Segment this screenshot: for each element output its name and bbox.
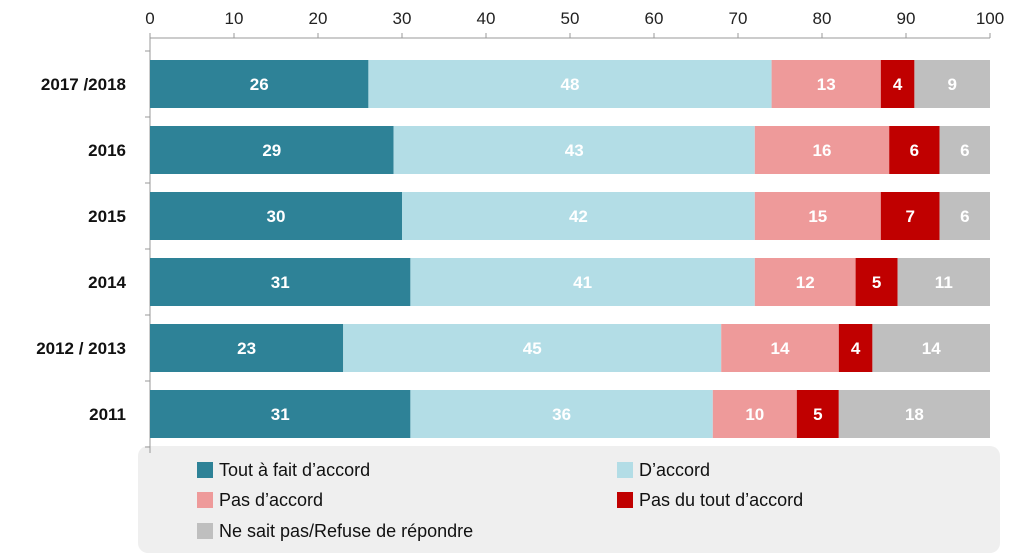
x-tick-label: 40 bbox=[477, 9, 496, 28]
data-label: 31 bbox=[271, 273, 290, 292]
legend-swatch bbox=[617, 492, 633, 508]
bar-segment bbox=[150, 258, 411, 306]
data-label: 10 bbox=[745, 405, 764, 424]
data-label: 6 bbox=[910, 141, 919, 160]
bar-segment bbox=[393, 126, 755, 174]
x-tick-label: 30 bbox=[393, 9, 412, 28]
bar-segment bbox=[838, 390, 990, 438]
data-label: 41 bbox=[573, 273, 592, 292]
bar-segment bbox=[771, 60, 881, 108]
legend-background bbox=[138, 446, 1000, 553]
bar-segment bbox=[410, 390, 713, 438]
data-label: 16 bbox=[813, 141, 832, 160]
bar-segment bbox=[939, 192, 990, 240]
x-tick-label: 100 bbox=[976, 9, 1004, 28]
data-label: 43 bbox=[565, 141, 584, 160]
legend-label: Ne sait pas/Refuse de répondre bbox=[219, 521, 473, 541]
data-label: 30 bbox=[267, 207, 286, 226]
bar-segment bbox=[150, 324, 344, 372]
legend-label: Tout à fait d’accord bbox=[219, 460, 370, 480]
data-label: 4 bbox=[893, 75, 903, 94]
data-label: 48 bbox=[561, 75, 580, 94]
legend-swatch bbox=[617, 462, 633, 478]
data-label: 13 bbox=[817, 75, 836, 94]
data-label: 5 bbox=[813, 405, 822, 424]
bar-segment bbox=[897, 258, 990, 306]
category-label: 2012 / 2013 bbox=[36, 339, 126, 358]
bar-segment bbox=[410, 258, 755, 306]
legend-label: Pas d’accord bbox=[219, 490, 323, 510]
bar-segment bbox=[855, 258, 898, 306]
bar-segment bbox=[150, 192, 402, 240]
data-label: 15 bbox=[808, 207, 827, 226]
legend: Tout à fait d’accord D’accord Pas d’accord… bbox=[197, 460, 803, 541]
x-axis: 0 10 20 30 40 50 60 70 80 90 100 bbox=[145, 9, 1004, 39]
data-label: 31 bbox=[271, 405, 290, 424]
x-tick-label: 50 bbox=[561, 9, 580, 28]
data-label: 9 bbox=[947, 75, 956, 94]
data-label: 4 bbox=[851, 339, 861, 358]
bar-segment bbox=[880, 60, 915, 108]
bar-segment bbox=[754, 192, 881, 240]
x-tick-label: 20 bbox=[309, 9, 328, 28]
bar-segment bbox=[914, 60, 990, 108]
bar-segment bbox=[889, 126, 940, 174]
category-label: 2017 /2018 bbox=[41, 75, 126, 94]
legend-swatch bbox=[197, 462, 213, 478]
category-label: 2016 bbox=[88, 141, 126, 160]
bar-segment bbox=[343, 324, 722, 372]
bar-segment bbox=[880, 192, 940, 240]
category-label: 2014 bbox=[88, 273, 126, 292]
bar-segment bbox=[712, 390, 797, 438]
data-label: 26 bbox=[250, 75, 269, 94]
bar-segment bbox=[150, 60, 369, 108]
x-tick-label: 0 bbox=[145, 9, 154, 28]
legend-swatch bbox=[197, 492, 213, 508]
data-label: 29 bbox=[262, 141, 281, 160]
data-label: 14 bbox=[922, 339, 941, 358]
bar-segment bbox=[754, 126, 890, 174]
x-tick-label: 10 bbox=[225, 9, 244, 28]
data-label: 12 bbox=[796, 273, 815, 292]
data-label: 42 bbox=[569, 207, 588, 226]
legend-label: D’accord bbox=[639, 460, 710, 480]
data-label: 7 bbox=[905, 207, 914, 226]
bar-segment bbox=[721, 324, 839, 372]
category-label: 2011 bbox=[89, 405, 126, 424]
bar-segment bbox=[754, 258, 856, 306]
data-label: 23 bbox=[237, 339, 256, 358]
bar-segment bbox=[368, 60, 772, 108]
legend-label: Pas du tout d’accord bbox=[639, 490, 803, 510]
data-label: 5 bbox=[872, 273, 881, 292]
category-axis: 2017 /2018 2016 2015 2014 2012 / 2013 2011 bbox=[36, 38, 151, 453]
bar-segment bbox=[402, 192, 755, 240]
data-label: 6 bbox=[960, 207, 969, 226]
legend-swatch bbox=[197, 523, 213, 539]
bar-segment bbox=[796, 390, 839, 438]
data-label: 45 bbox=[523, 339, 542, 358]
bar-segment bbox=[872, 324, 990, 372]
x-tick-label: 60 bbox=[645, 9, 664, 28]
bar-segment bbox=[150, 390, 411, 438]
x-tick-label: 90 bbox=[897, 9, 916, 28]
category-label: 2015 bbox=[88, 207, 126, 226]
data-label: 36 bbox=[552, 405, 571, 424]
data-label: 11 bbox=[935, 273, 953, 292]
x-tick-label: 70 bbox=[729, 9, 748, 28]
data-label: 14 bbox=[771, 339, 790, 358]
bar-segment bbox=[150, 126, 394, 174]
bar-segment bbox=[838, 324, 873, 372]
bar-segment bbox=[939, 126, 990, 174]
data-label: 18 bbox=[905, 405, 924, 424]
x-tick-label: 80 bbox=[813, 9, 832, 28]
data-label: 6 bbox=[960, 141, 969, 160]
